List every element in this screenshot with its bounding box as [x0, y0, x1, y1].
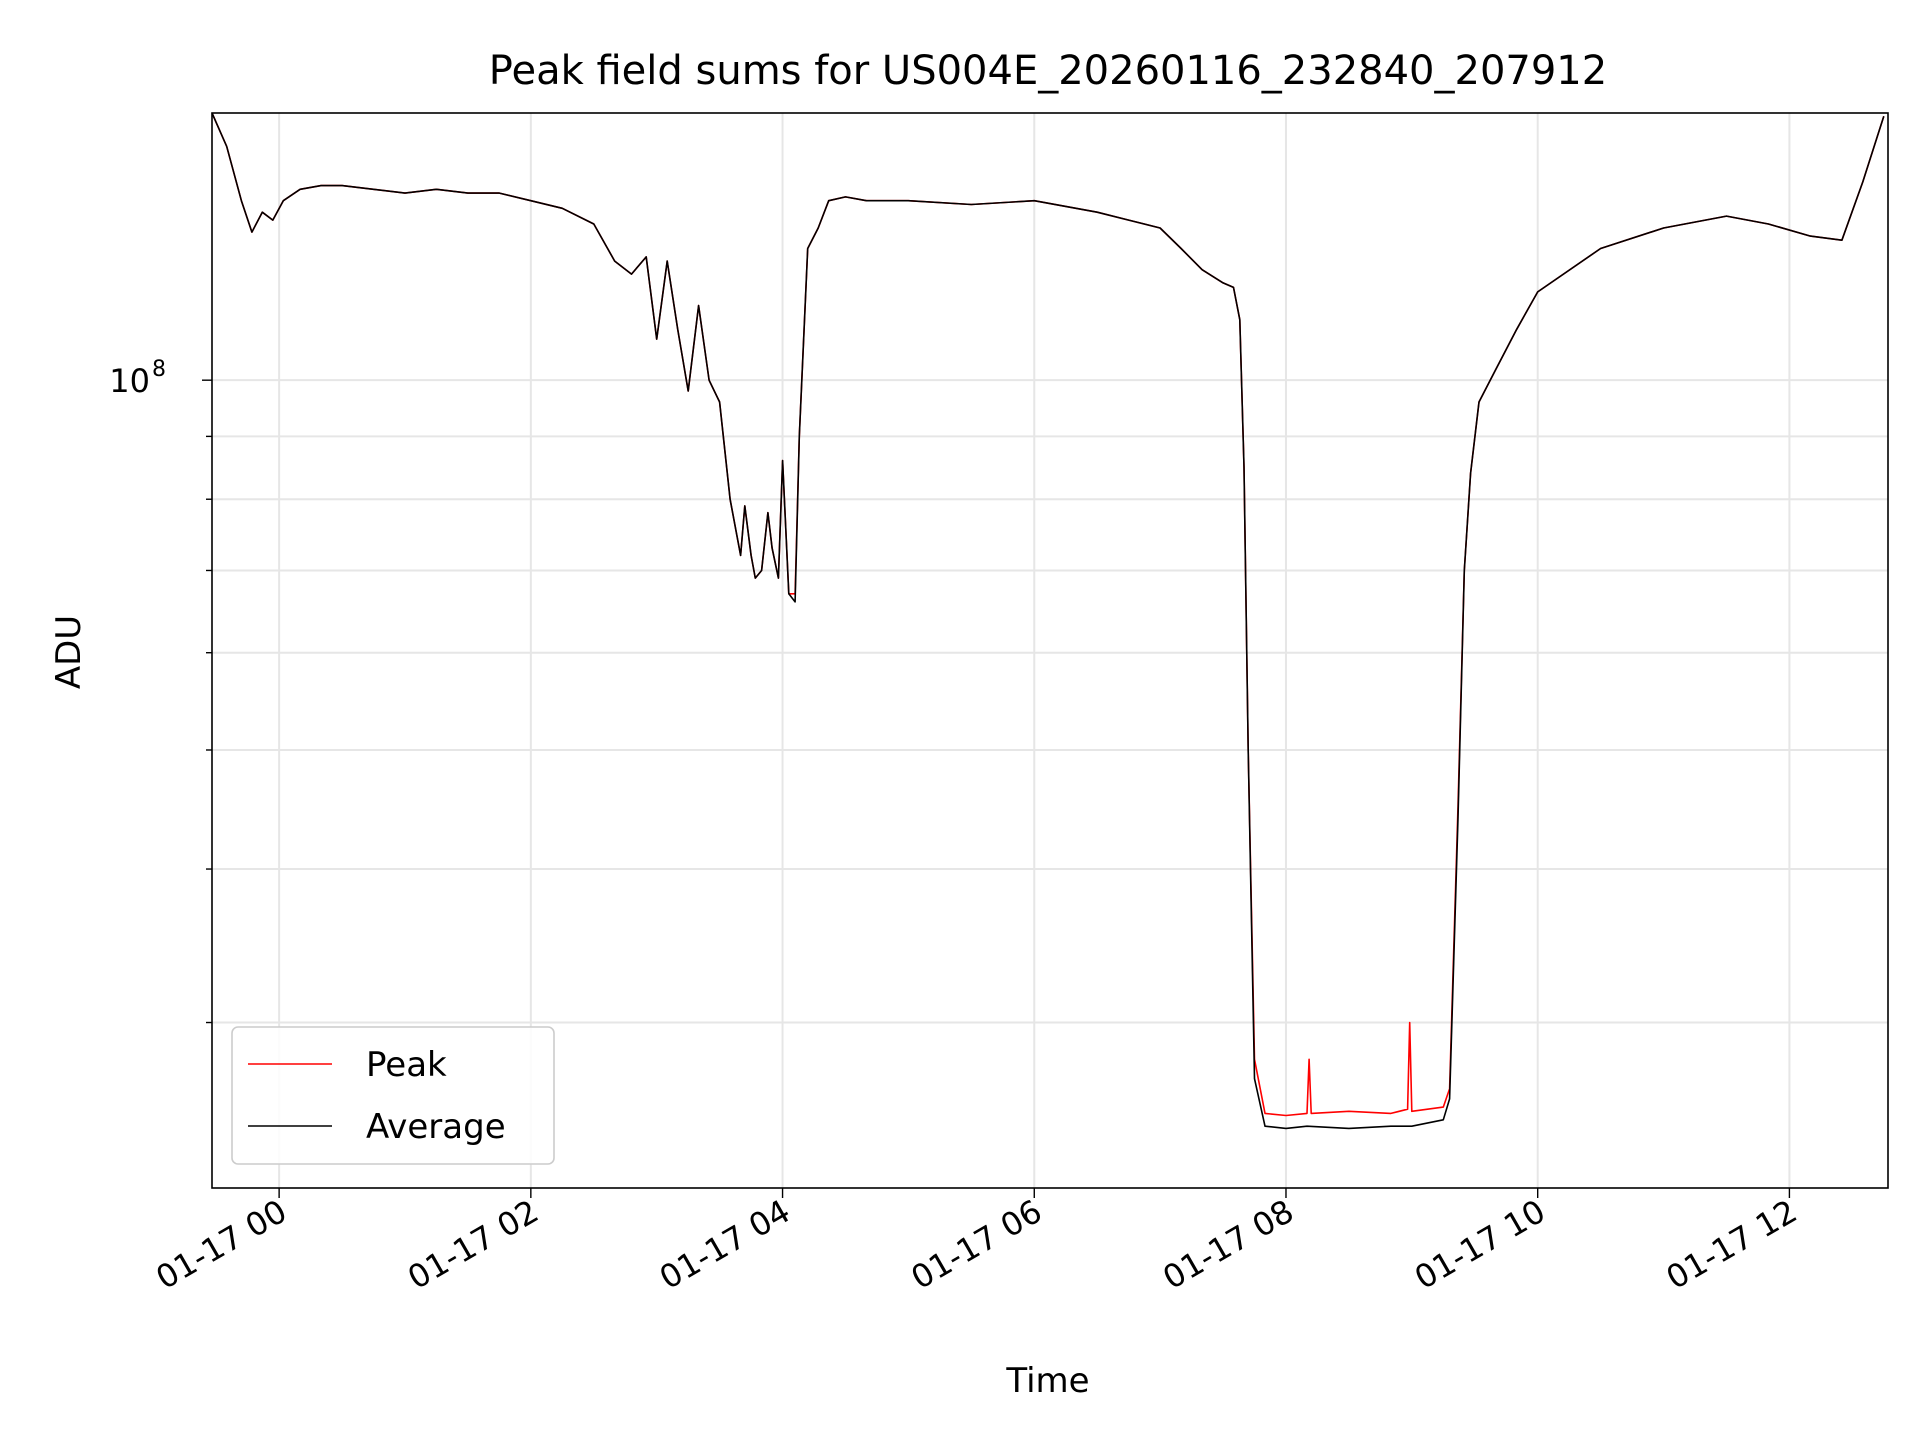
legend-box [231, 1026, 555, 1165]
legend-label-peak: Peak [366, 1045, 447, 1085]
plot-area-frame [211, 112, 1889, 1189]
legend-label-average: Average [366, 1107, 506, 1147]
x-axis-label: Time [1005, 1361, 1089, 1401]
y-tick-label: 10 [109, 362, 150, 400]
y-axis-label: ADU [49, 615, 89, 689]
series-lines [211, 112, 1885, 1130]
grid-lines [212, 113, 1888, 1188]
series-line-average [211, 112, 1885, 1130]
legend: Peak Average [231, 1026, 555, 1165]
chart-title: Peak field sums for US004E_20260116_2328… [489, 48, 1607, 94]
y-tick-label-exponent: 8 [152, 357, 166, 382]
